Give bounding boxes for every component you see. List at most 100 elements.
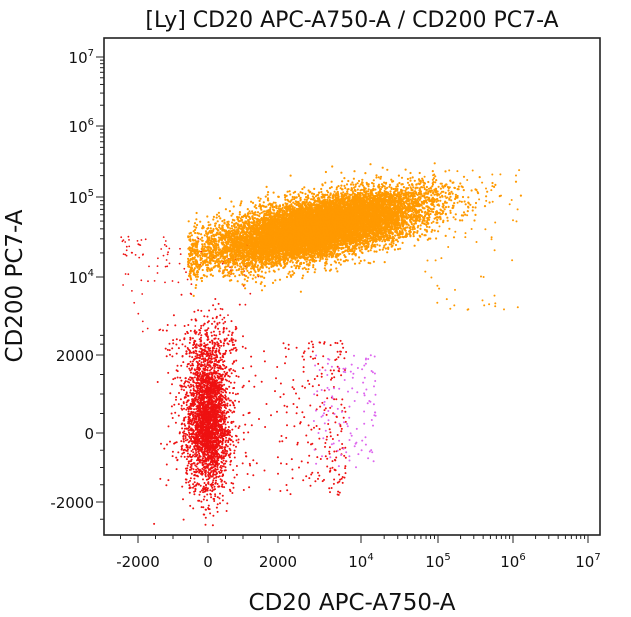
data-point bbox=[193, 408, 196, 411]
data-point bbox=[198, 468, 201, 471]
data-point bbox=[208, 414, 211, 417]
data-point bbox=[329, 435, 332, 438]
data-point bbox=[244, 303, 247, 306]
data-point bbox=[350, 434, 353, 437]
data-point bbox=[205, 379, 207, 382]
data-point bbox=[216, 455, 219, 458]
data-point bbox=[213, 439, 216, 442]
data-point bbox=[201, 412, 204, 415]
data-point bbox=[190, 371, 192, 374]
data-point bbox=[366, 402, 369, 405]
data-point bbox=[218, 392, 220, 394]
data-point bbox=[301, 411, 304, 414]
data-point bbox=[205, 486, 208, 489]
data-point bbox=[201, 457, 204, 460]
data-point bbox=[312, 420, 315, 422]
data-point bbox=[225, 443, 228, 446]
data-point bbox=[291, 386, 294, 389]
data-point bbox=[219, 339, 222, 342]
data-point bbox=[192, 423, 194, 426]
data-point bbox=[201, 428, 204, 431]
data-point bbox=[221, 499, 224, 502]
data-point bbox=[316, 394, 319, 397]
data-point bbox=[227, 397, 230, 400]
data-point bbox=[200, 447, 203, 450]
data-point bbox=[209, 403, 212, 406]
data-point bbox=[195, 352, 197, 355]
data-point bbox=[223, 389, 226, 392]
data-point bbox=[214, 337, 217, 340]
data-point bbox=[337, 369, 340, 372]
data-point bbox=[136, 240, 139, 242]
data-point bbox=[211, 361, 214, 363]
data-point bbox=[185, 352, 188, 355]
data-point bbox=[217, 386, 220, 389]
data-point bbox=[242, 414, 245, 417]
data-point bbox=[321, 414, 324, 417]
data-point bbox=[206, 499, 208, 502]
data-point bbox=[130, 251, 133, 254]
data-point bbox=[315, 462, 318, 465]
data-point bbox=[236, 392, 239, 395]
data-point bbox=[223, 428, 226, 431]
data-point bbox=[250, 424, 253, 427]
data-point bbox=[370, 419, 373, 421]
data-point bbox=[167, 251, 170, 254]
data-point bbox=[180, 440, 183, 443]
data-point bbox=[258, 418, 260, 420]
data-point bbox=[187, 455, 190, 458]
data-point bbox=[196, 467, 199, 470]
data-point bbox=[188, 407, 191, 410]
data-point bbox=[344, 465, 347, 468]
data-point bbox=[224, 426, 227, 429]
data-point bbox=[189, 337, 192, 340]
data-point bbox=[324, 407, 327, 410]
data-point bbox=[208, 376, 211, 379]
data-point bbox=[326, 374, 329, 376]
data-point bbox=[193, 421, 196, 424]
data-point bbox=[329, 456, 332, 459]
data-point bbox=[248, 380, 251, 383]
data-point bbox=[211, 317, 214, 320]
data-point bbox=[202, 455, 205, 458]
data-point bbox=[371, 451, 374, 454]
data-point bbox=[303, 416, 306, 419]
data-point bbox=[233, 452, 236, 455]
data-point bbox=[218, 497, 221, 500]
data-point bbox=[219, 502, 221, 505]
data-point bbox=[203, 444, 206, 447]
data-point bbox=[242, 367, 245, 370]
data-point bbox=[206, 420, 209, 423]
data-point bbox=[157, 257, 159, 260]
data-point bbox=[203, 315, 206, 318]
data-point bbox=[229, 443, 232, 446]
data-point bbox=[191, 448, 194, 451]
data-point bbox=[194, 355, 197, 358]
data-point bbox=[200, 382, 203, 385]
data-point bbox=[234, 425, 237, 428]
data-point bbox=[203, 468, 205, 471]
data-point bbox=[208, 397, 211, 400]
data-point bbox=[201, 467, 204, 470]
data-point bbox=[356, 367, 359, 369]
data-point bbox=[264, 426, 267, 428]
data-point bbox=[214, 298, 217, 300]
data-point bbox=[200, 327, 202, 330]
data-point bbox=[121, 240, 124, 243]
data-point bbox=[224, 265, 228, 268]
data-point bbox=[205, 414, 208, 417]
data-point bbox=[175, 398, 177, 401]
data-point bbox=[228, 330, 231, 333]
data-point bbox=[211, 447, 214, 450]
data-point bbox=[185, 271, 187, 274]
data-point bbox=[328, 452, 331, 455]
data-point bbox=[193, 490, 196, 493]
data-point bbox=[188, 484, 191, 487]
data-point bbox=[210, 368, 213, 371]
data-point bbox=[185, 481, 188, 484]
data-point bbox=[291, 468, 294, 471]
data-point bbox=[282, 393, 285, 396]
data-point bbox=[361, 368, 364, 371]
data-point bbox=[316, 390, 319, 393]
data-point bbox=[241, 462, 244, 465]
